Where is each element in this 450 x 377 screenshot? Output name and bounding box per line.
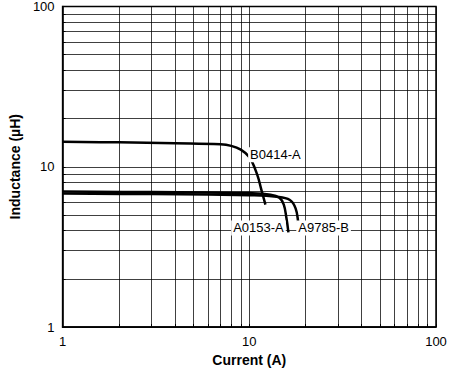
svg-text:Current (A): Current (A) <box>212 352 286 368</box>
svg-text:A9785-B: A9785-B <box>298 220 349 235</box>
svg-text:B0414-A: B0414-A <box>250 147 301 162</box>
svg-text:A0153-A: A0153-A <box>233 220 284 235</box>
svg-text:10: 10 <box>242 334 256 349</box>
svg-text:Inductance (µH): Inductance (µH) <box>7 114 23 219</box>
svg-text:100: 100 <box>33 0 55 14</box>
svg-text:1: 1 <box>47 320 54 335</box>
svg-text:100: 100 <box>425 334 447 349</box>
svg-text:10: 10 <box>40 159 54 174</box>
svg-text:1: 1 <box>59 334 66 349</box>
